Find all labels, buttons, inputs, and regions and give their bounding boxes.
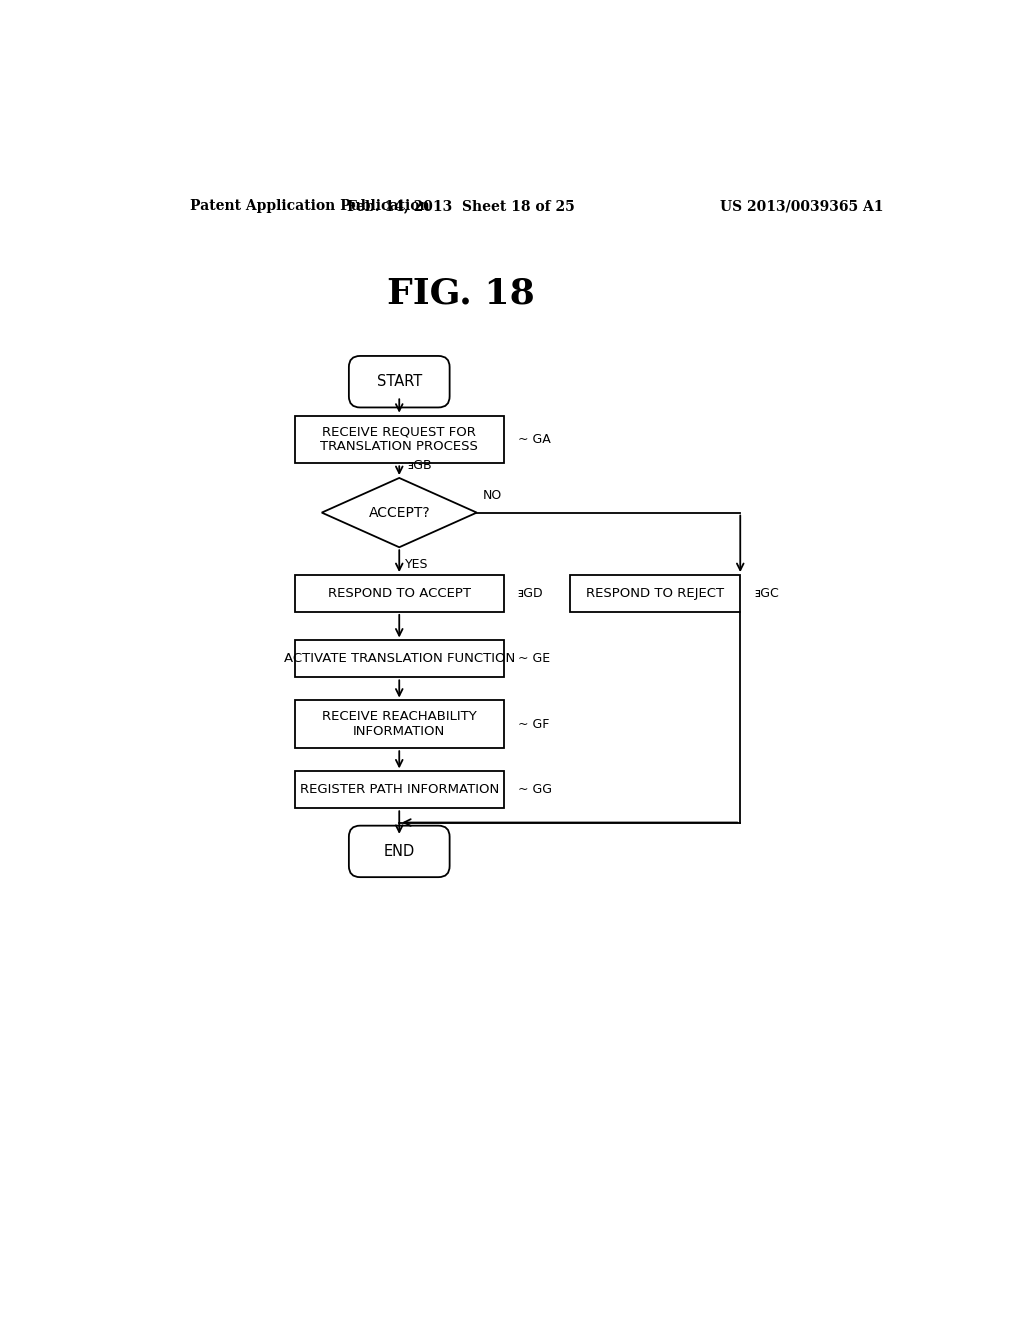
Text: REGISTER PATH INFORMATION: REGISTER PATH INFORMATION [300,783,499,796]
FancyBboxPatch shape [295,701,504,748]
Text: RESPOND TO REJECT: RESPOND TO REJECT [586,587,724,601]
Text: START: START [377,374,422,389]
Text: Feb. 14, 2013  Sheet 18 of 25: Feb. 14, 2013 Sheet 18 of 25 [347,199,575,213]
Text: ACCEPT?: ACCEPT? [369,506,430,520]
Text: ACTIVATE TRANSLATION FUNCTION: ACTIVATE TRANSLATION FUNCTION [284,652,515,665]
Text: ⱻGB: ⱻGB [407,459,432,471]
FancyBboxPatch shape [295,416,504,463]
Text: ⱻGC: ⱻGC [755,587,779,601]
FancyBboxPatch shape [295,576,504,612]
Text: RECEIVE REQUEST FOR
TRANSLATION PROCESS: RECEIVE REQUEST FOR TRANSLATION PROCESS [321,425,478,454]
Text: ~ GF: ~ GF [518,718,549,731]
Text: ~ GG: ~ GG [518,783,552,796]
FancyBboxPatch shape [295,771,504,808]
Text: ~ GA: ~ GA [518,433,551,446]
FancyBboxPatch shape [349,825,450,878]
FancyBboxPatch shape [349,356,450,408]
Polygon shape [322,478,477,548]
Text: NO: NO [483,488,502,502]
Text: RESPOND TO ACCEPT: RESPOND TO ACCEPT [328,587,471,601]
Text: ⱻGD: ⱻGD [518,587,544,601]
FancyBboxPatch shape [569,576,740,612]
Text: YES: YES [406,558,429,572]
Text: ~ GE: ~ GE [518,652,550,665]
Text: END: END [384,843,415,859]
FancyBboxPatch shape [295,640,504,677]
Text: US 2013/0039365 A1: US 2013/0039365 A1 [721,199,884,213]
Text: FIG. 18: FIG. 18 [387,276,536,310]
Text: Patent Application Publication: Patent Application Publication [190,199,430,213]
Text: RECEIVE REACHABILITY
INFORMATION: RECEIVE REACHABILITY INFORMATION [322,710,476,738]
